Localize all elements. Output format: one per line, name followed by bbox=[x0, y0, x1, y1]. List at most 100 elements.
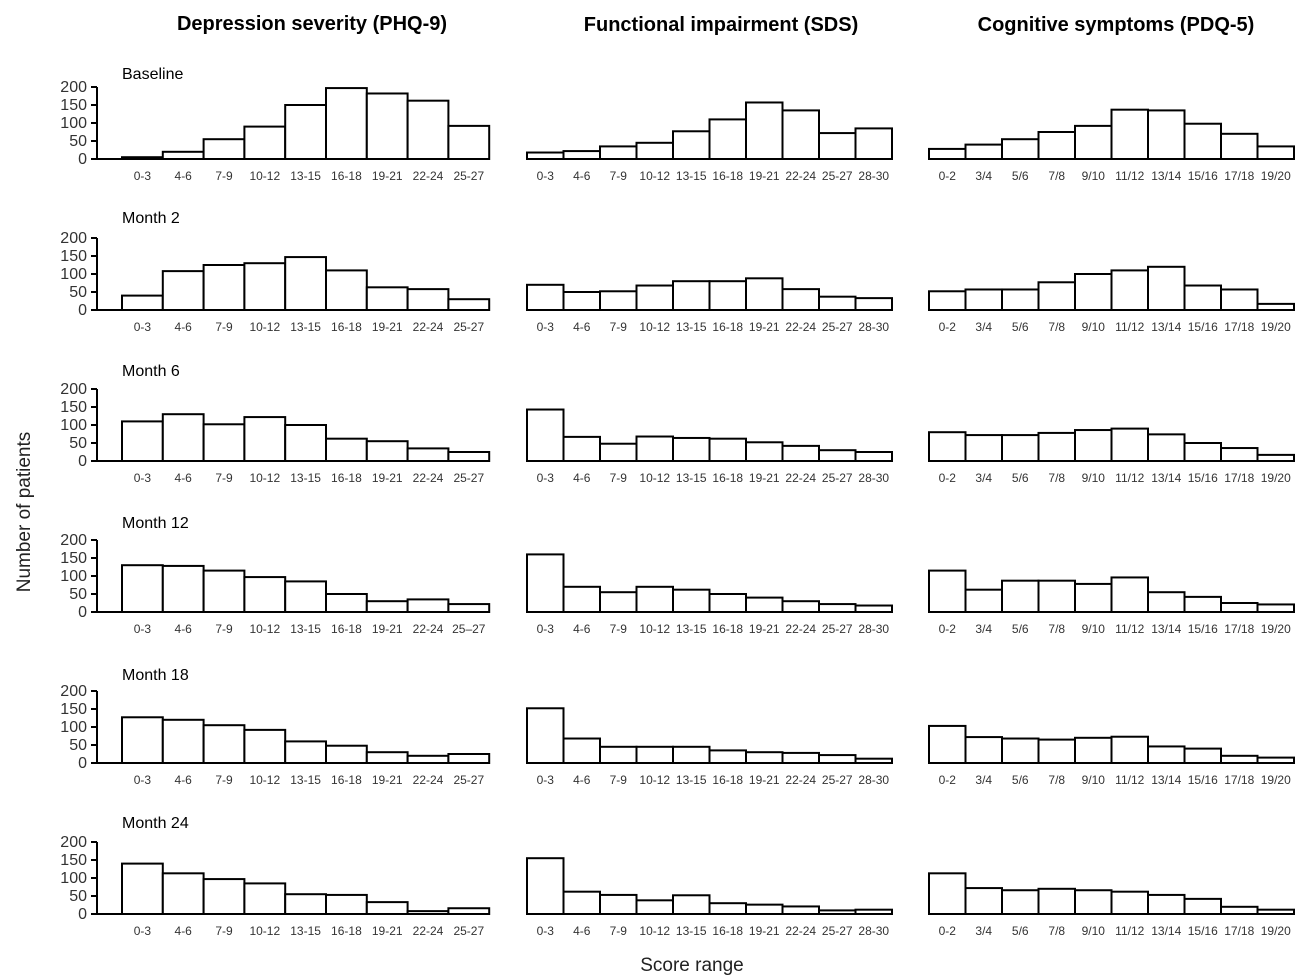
x-tick-label: 19-21 bbox=[372, 773, 403, 787]
x-tick-label: 13/14 bbox=[1151, 471, 1181, 485]
bar bbox=[672, 130, 711, 160]
y-tick-label: 0 bbox=[78, 604, 87, 621]
x-tick-label: 13-15 bbox=[676, 169, 707, 183]
bar bbox=[672, 280, 711, 312]
bar bbox=[708, 749, 747, 765]
x-tick-label: 5/6 bbox=[1012, 622, 1029, 636]
row-label: Month 12 bbox=[122, 515, 189, 532]
x-tick-label: 3/4 bbox=[975, 773, 992, 787]
x-tick-label: 16-18 bbox=[712, 169, 743, 183]
bar bbox=[854, 908, 893, 915]
panel-2-0: 0-2 3/4 5/6 7/8 9/10 11/12 13/14 15/16 17/18 19/2… bbox=[928, 108, 1295, 183]
bar bbox=[562, 737, 601, 765]
x-tick-label: 13-15 bbox=[290, 622, 321, 636]
x-tick-label: 0-2 bbox=[939, 471, 957, 485]
bar bbox=[781, 109, 820, 160]
x-tick-label: 9/10 bbox=[1082, 924, 1106, 938]
x-tick-label: 0-2 bbox=[939, 773, 957, 787]
x-tick-label: 10-12 bbox=[639, 622, 670, 636]
x-tick-label: 28-30 bbox=[858, 471, 889, 485]
y-tick-label: 50 bbox=[69, 737, 87, 754]
x-tick-label: 15/16 bbox=[1188, 773, 1218, 787]
bar bbox=[1183, 442, 1222, 462]
x-tick-label: 4-6 bbox=[573, 773, 591, 787]
x-tick-label: 10-12 bbox=[639, 924, 670, 938]
x-tick-label: 13-15 bbox=[290, 773, 321, 787]
x-tick-label: 3/4 bbox=[975, 320, 992, 334]
bar bbox=[161, 872, 205, 916]
bar bbox=[1037, 738, 1076, 764]
x-tick-label: 13-15 bbox=[676, 924, 707, 938]
bar bbox=[1074, 429, 1113, 463]
x-tick-label: 28-30 bbox=[858, 924, 889, 938]
bar bbox=[325, 437, 368, 462]
bar bbox=[854, 127, 893, 160]
x-tick-label: 0-2 bbox=[939, 622, 957, 636]
x-tick-label: 9/10 bbox=[1082, 169, 1106, 183]
x-tick-label: 13-15 bbox=[676, 471, 707, 485]
x-tick-label: 5/6 bbox=[1012, 773, 1029, 787]
panel-2-2: 0-2 3/4 5/6 7/8 9/10 11/12 13/14 15/16 17/18 19/2… bbox=[928, 427, 1295, 485]
x-tick-label: 16-18 bbox=[331, 471, 362, 485]
bar bbox=[1037, 281, 1076, 311]
bar bbox=[1037, 887, 1076, 915]
bar bbox=[1074, 736, 1113, 764]
panel-2-4: 0-2 3/4 5/6 7/8 9/10 11/12 13/14 15/16 17/18 19/2… bbox=[928, 724, 1295, 787]
bar bbox=[202, 878, 246, 916]
bar bbox=[365, 751, 409, 765]
bar bbox=[161, 150, 205, 161]
x-tick-label: 7/8 bbox=[1048, 471, 1065, 485]
x-tick-label: 11/12 bbox=[1115, 622, 1144, 636]
y-tick-label: 150 bbox=[60, 550, 87, 567]
bar bbox=[1220, 132, 1259, 161]
x-tick-label: 7/8 bbox=[1048, 320, 1065, 334]
x-tick-label: 7/8 bbox=[1048, 622, 1065, 636]
bar bbox=[121, 420, 164, 462]
x-tick-label: 25-27 bbox=[453, 924, 484, 938]
x-tick-label: 17/18 bbox=[1224, 320, 1254, 334]
x-tick-label: 25-27 bbox=[822, 471, 853, 485]
bar bbox=[1001, 889, 1040, 915]
x-tick-label: 16-18 bbox=[331, 773, 362, 787]
bar bbox=[781, 288, 820, 311]
x-tick-label: 19/20 bbox=[1261, 471, 1291, 485]
x-tick-label: 4-6 bbox=[175, 622, 193, 636]
x-tick-label: 25-27 bbox=[453, 169, 484, 183]
x-tick-label: 4-6 bbox=[573, 169, 591, 183]
bar bbox=[599, 290, 638, 311]
bar bbox=[325, 893, 368, 915]
x-tick-label: 15/16 bbox=[1188, 622, 1218, 636]
bar bbox=[202, 423, 246, 462]
y-tick-label: 100 bbox=[60, 417, 87, 434]
bar bbox=[526, 151, 565, 161]
bar bbox=[284, 104, 328, 160]
x-tick-label: 19-21 bbox=[749, 471, 780, 485]
bar bbox=[202, 569, 246, 613]
x-tick-label: 25–27 bbox=[452, 622, 486, 636]
bar bbox=[406, 447, 450, 462]
bar bbox=[1147, 433, 1186, 462]
x-tick-label: 16-18 bbox=[331, 320, 362, 334]
x-tick-label: 22-24 bbox=[785, 169, 816, 183]
x-tick-label: 9/10 bbox=[1082, 471, 1106, 485]
y-tick-label: 150 bbox=[60, 852, 87, 869]
bar bbox=[1110, 890, 1149, 915]
bar bbox=[854, 604, 893, 614]
x-tick-label: 19-21 bbox=[372, 924, 403, 938]
x-tick-label: 7-9 bbox=[610, 169, 628, 183]
y-tick-label: 50 bbox=[69, 888, 87, 905]
x-tick-label: 19/20 bbox=[1261, 622, 1291, 636]
x-tick-label: 10-12 bbox=[249, 169, 280, 183]
x-tick-label: 0-3 bbox=[134, 320, 152, 334]
x-tick-label: 7-9 bbox=[610, 622, 628, 636]
bar bbox=[1110, 269, 1149, 311]
x-tick-label: 0-3 bbox=[537, 924, 555, 938]
x-tick-label: 7-9 bbox=[610, 320, 628, 334]
x-tick-label: 13-15 bbox=[676, 622, 707, 636]
x-tick-label: 7/8 bbox=[1048, 924, 1065, 938]
x-tick-label: 22-24 bbox=[785, 924, 816, 938]
x-tick-label: 4-6 bbox=[175, 924, 193, 938]
x-tick-label: 17/18 bbox=[1224, 169, 1254, 183]
